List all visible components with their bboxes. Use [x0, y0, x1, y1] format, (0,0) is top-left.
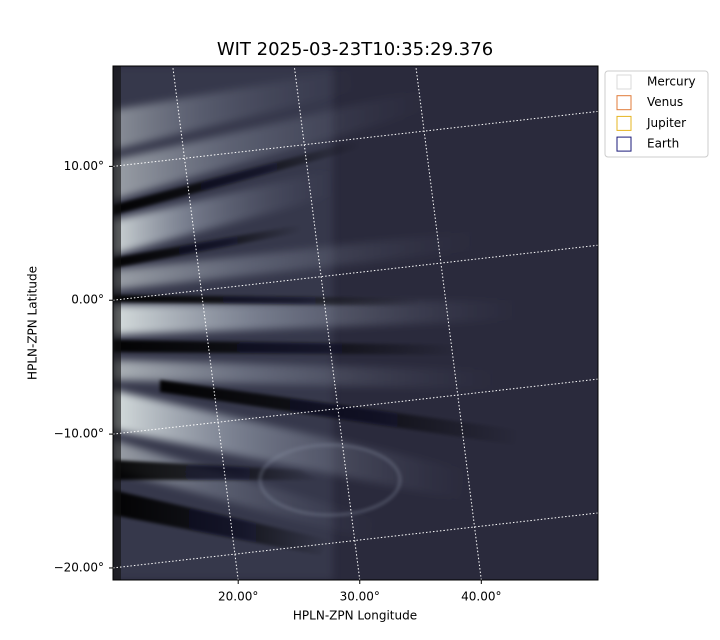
x-axis-label: HPLN-ZPN Longitude	[293, 609, 417, 623]
x-tick-label: 30.00°	[340, 590, 380, 604]
x-tick-label: 20.00°	[218, 590, 258, 604]
legend: Mercury Venus Jupiter Earth	[604, 70, 709, 158]
y-tick-label: −20.00°	[54, 560, 104, 574]
grid-line	[293, 66, 361, 580]
legend-label: Jupiter	[646, 116, 686, 130]
axes: 20.00° 30.00° 40.00° −20.00° −10.00° 0.00° 10.…	[54, 66, 598, 604]
grid-line	[113, 378, 598, 435]
legend-swatch	[616, 136, 632, 152]
legend-label: Venus	[647, 95, 683, 109]
grid-line	[113, 244, 598, 301]
y-tick-label: −10.00°	[54, 427, 104, 441]
legend-swatch	[616, 74, 632, 90]
x-tick-label: 40.00°	[461, 590, 501, 604]
legend-label: Earth	[647, 137, 679, 151]
grid-line	[113, 110, 598, 167]
grid-line	[172, 66, 239, 580]
image	[113, 66, 598, 580]
grid-line	[415, 66, 482, 580]
chart-title: WIT 2025-03-23T10:35:29.376	[217, 39, 493, 60]
legend-label: Mercury	[647, 75, 696, 89]
y-tick-label: 0.00°	[71, 293, 104, 307]
grid-line	[113, 512, 598, 569]
plot-frame	[112, 65, 599, 581]
legend-swatch	[616, 115, 632, 131]
legend-frame	[604, 70, 709, 158]
legend-swatch	[616, 95, 632, 111]
y-axis-label: HPLN-ZPN Latitude	[26, 266, 40, 380]
y-tick-label: 10.00°	[64, 159, 104, 173]
